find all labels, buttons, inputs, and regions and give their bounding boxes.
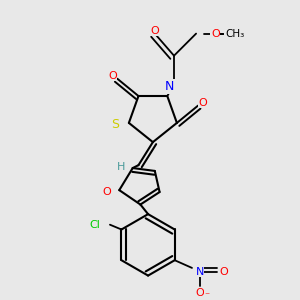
Text: Cl: Cl — [89, 220, 100, 230]
Text: O: O — [198, 98, 207, 108]
Text: N: N — [196, 267, 204, 277]
Text: S: S — [111, 118, 119, 131]
Text: CH₃: CH₃ — [225, 28, 244, 39]
Text: O: O — [108, 71, 117, 81]
Text: H: H — [117, 162, 125, 172]
Text: O: O — [150, 26, 159, 36]
Text: ⁻: ⁻ — [205, 292, 210, 300]
Text: O: O — [195, 288, 204, 298]
Text: N: N — [164, 80, 174, 93]
Text: O: O — [211, 28, 220, 39]
Text: O: O — [219, 267, 228, 277]
Text: O: O — [103, 187, 112, 197]
